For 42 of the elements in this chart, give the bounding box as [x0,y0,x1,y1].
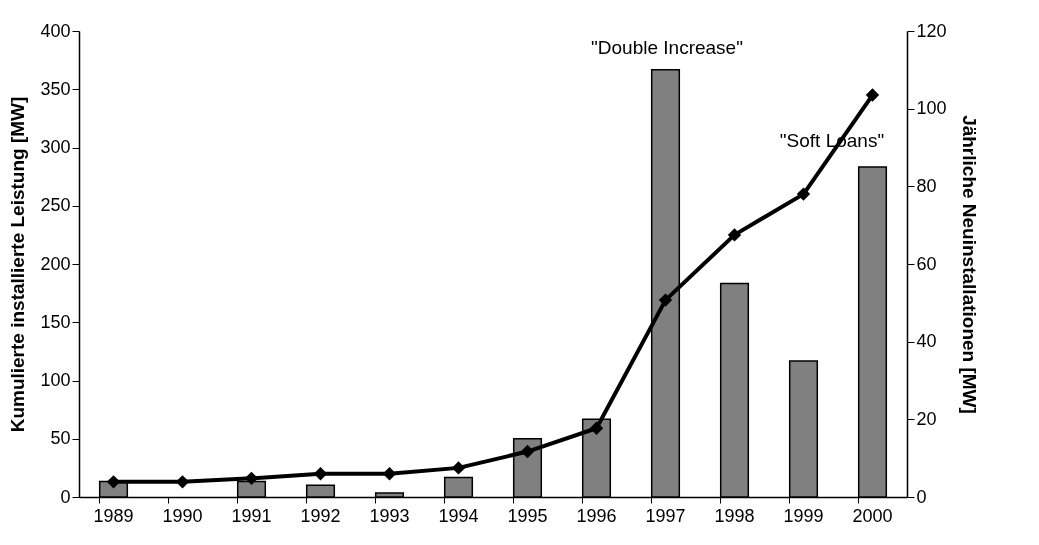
point [589,421,604,435]
y-tick-label: 350 [40,78,71,99]
y2-tick-label: 80 [916,175,937,196]
point [382,466,397,481]
y2-tick-label: 120 [916,20,947,41]
x-tick-label: 1989 [93,505,134,526]
point [175,475,190,489]
y-tick-label: 100 [40,370,71,390]
x-tick-label: 1992 [300,505,341,526]
x-tick-label: 1996 [576,505,617,526]
y-axis-title: Kumulierte installierte Leistung [MW] [7,96,29,433]
y2-tick-label: 100 [916,98,947,119]
x-tick-label: 1993 [369,505,410,526]
x-tick-label: 1994 [438,505,479,526]
point [796,187,811,201]
point [313,466,328,481]
annotation: "Double Increase" [591,37,743,58]
point [658,293,673,307]
x-tick-label: 1991 [231,505,272,526]
x-tick-label: 1995 [507,505,548,526]
x-tick-label: 1998 [714,505,755,526]
y2-tick-label: 40 [916,331,937,352]
point [451,461,466,475]
y2-axis-title: Jährliche Neuinstallationen [MW] [958,115,980,414]
point [244,471,259,486]
y-tick-label: 50 [50,428,71,449]
x-tick-label: 1997 [645,505,686,526]
y-tick-label: 150 [40,311,71,332]
y-tick-label: 0 [60,486,71,507]
x-tick-label: 1990 [162,505,203,526]
x-tick-label: 2000 [852,505,893,526]
y-tick-label: 250 [40,195,71,216]
y2-tick-label: 60 [916,253,937,274]
y-tick-label: 300 [40,137,71,157]
y2-tick-label: 0 [916,486,927,507]
point [727,228,742,242]
y-tick-label: 400 [40,20,71,41]
y-tick-label: 200 [40,253,71,274]
point [865,88,880,102]
y2-tick-label: 20 [916,408,937,429]
point [520,444,535,459]
x-tick-label: 1999 [783,505,824,526]
